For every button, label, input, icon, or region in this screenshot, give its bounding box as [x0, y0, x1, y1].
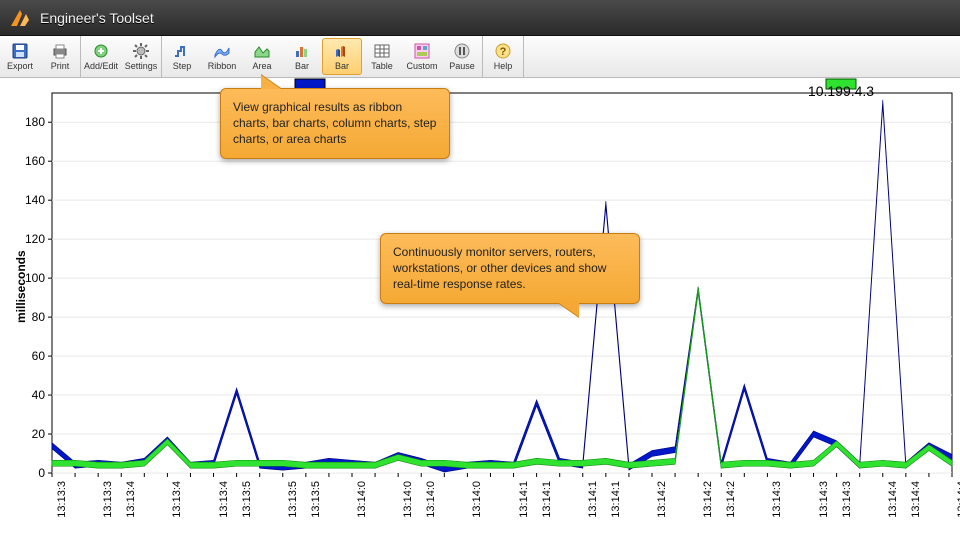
settings-button[interactable]: Settings	[121, 38, 161, 75]
x-tick-label: 13:14:2	[656, 481, 668, 541]
callout-chart-types: View graphical results as ribbon charts,…	[220, 88, 450, 159]
table-icon	[373, 42, 391, 60]
x-tick-label: 13:14:4	[956, 481, 960, 541]
help-icon: ?	[494, 42, 512, 60]
x-tick-label: 13:14:0	[471, 481, 483, 541]
x-tick-label: 13:14:0	[425, 481, 437, 541]
chart-svg: 0 20 40 60 80 100 120 140 160 180 10.199.4.3	[0, 78, 960, 540]
x-tick-label: 13:13:5	[287, 481, 299, 541]
svg-text:20: 20	[32, 427, 46, 441]
x-tick-label: 13:14:1	[541, 481, 553, 541]
svg-text:0: 0	[38, 466, 45, 480]
svg-text:?: ?	[500, 46, 507, 58]
step-button[interactable]: Step	[162, 38, 202, 75]
help-button[interactable]: ? Help	[483, 38, 523, 75]
svg-text:180: 180	[25, 115, 45, 129]
y-axis-label: milliseconds	[14, 250, 28, 323]
callout-monitor: Continuously monitor servers, routers, w…	[380, 233, 640, 304]
x-tick-label: 13:13:3	[102, 481, 114, 541]
x-tick-label: 13:14:3	[818, 481, 830, 541]
toolbar-button-label: Table	[371, 61, 393, 71]
toolbar-group: Add/Edit Settings	[81, 36, 162, 77]
toolbar-group: ? Help	[483, 36, 524, 77]
ribbon-icon	[213, 42, 231, 60]
toolbar-button-label: Bar	[295, 61, 309, 71]
addedit-button[interactable]: Add/Edit	[81, 38, 121, 75]
save-icon	[11, 42, 29, 60]
callout-tail	[559, 303, 579, 317]
pause-button[interactable]: Pause	[442, 38, 482, 75]
pause-icon	[453, 42, 471, 60]
window-title: Engineer's Toolset	[40, 10, 154, 26]
toolbar-button-label: Custom	[406, 61, 437, 71]
x-tick-label: 13:14:0	[356, 481, 368, 541]
x-tick-label: 13:13:4	[218, 481, 230, 541]
ribbon-button[interactable]: Ribbon	[202, 38, 242, 75]
bar-icon	[293, 42, 311, 60]
x-tick-label: 13:14:3	[771, 481, 783, 541]
callout-text: View graphical results as ribbon charts,…	[233, 100, 436, 146]
x-tick-label: 13:14:2	[702, 481, 714, 541]
x-tick-label: 13:14:1	[610, 481, 622, 541]
toolbar-button-label: Bar	[335, 61, 349, 71]
toolbar-group: Step Ribbon Area Bar Bar Table Custom Pause	[162, 36, 483, 77]
x-tick-label: 13:13:5	[310, 481, 322, 541]
x-tick-label: 13:14:1	[518, 481, 530, 541]
svg-text:100: 100	[25, 271, 45, 285]
svg-text:40: 40	[32, 388, 46, 402]
svg-text:140: 140	[25, 193, 45, 207]
custom-icon	[413, 42, 431, 60]
svg-text:80: 80	[32, 310, 46, 324]
edit-icon	[92, 42, 110, 60]
print-icon	[51, 42, 69, 60]
print-button[interactable]: Print	[40, 38, 80, 75]
x-tick-label: 13:13:3	[56, 481, 68, 541]
x-tick-label: 13:14:2	[725, 481, 737, 541]
x-tick-label: 13:14:4	[887, 481, 899, 541]
callout-text: Continuously monitor servers, routers, w…	[393, 245, 606, 291]
bar2-button[interactable]: Bar	[322, 38, 362, 75]
custom-button[interactable]: Custom	[402, 38, 442, 75]
export-button[interactable]: Export	[0, 38, 40, 75]
title-bar: Engineer's Toolset	[0, 0, 960, 36]
toolbar-button-label: Add/Edit	[84, 61, 118, 71]
x-tick-label: 13:14:3	[841, 481, 853, 541]
toolbar-button-label: Export	[7, 61, 33, 71]
x-tick-label: 13:13:4	[125, 481, 137, 541]
toolbar-button-label: Help	[494, 61, 513, 71]
x-tick-label: 13:14:1	[587, 481, 599, 541]
svg-text:120: 120	[25, 232, 45, 246]
app-logo-icon	[8, 6, 32, 30]
svg-text:60: 60	[32, 349, 46, 363]
toolbar-button-label: Area	[252, 61, 271, 71]
toolbar-button-label: Pause	[449, 61, 475, 71]
x-tick-label: 13:13:5	[241, 481, 253, 541]
x-tick-label: 13:14:0	[402, 481, 414, 541]
toolbar-button-label: Step	[173, 61, 192, 71]
toolbar: Export Print Add/Edit Settings Step Ribbon Are…	[0, 36, 960, 78]
bar3d-icon	[333, 42, 351, 60]
svg-text:160: 160	[25, 154, 45, 168]
step-icon	[173, 42, 191, 60]
callout-tail	[261, 75, 281, 89]
svg-text:10.199.4.3: 10.199.4.3	[808, 83, 874, 99]
table-button[interactable]: Table	[362, 38, 402, 75]
toolbar-group: Export Print	[0, 36, 81, 77]
area-icon	[253, 42, 271, 60]
toolbar-button-label: Settings	[125, 61, 158, 71]
bar-button[interactable]: Bar	[282, 38, 322, 75]
toolbar-button-label: Print	[51, 61, 70, 71]
x-tick-label: 13:13:4	[171, 481, 183, 541]
area-button[interactable]: Area	[242, 38, 282, 75]
gear-icon	[132, 42, 150, 60]
chart-area: 0 20 40 60 80 100 120 140 160 180 10.199.4.3 milli…	[0, 78, 960, 540]
x-tick-label: 13:14:4	[910, 481, 922, 541]
toolbar-button-label: Ribbon	[208, 61, 237, 71]
